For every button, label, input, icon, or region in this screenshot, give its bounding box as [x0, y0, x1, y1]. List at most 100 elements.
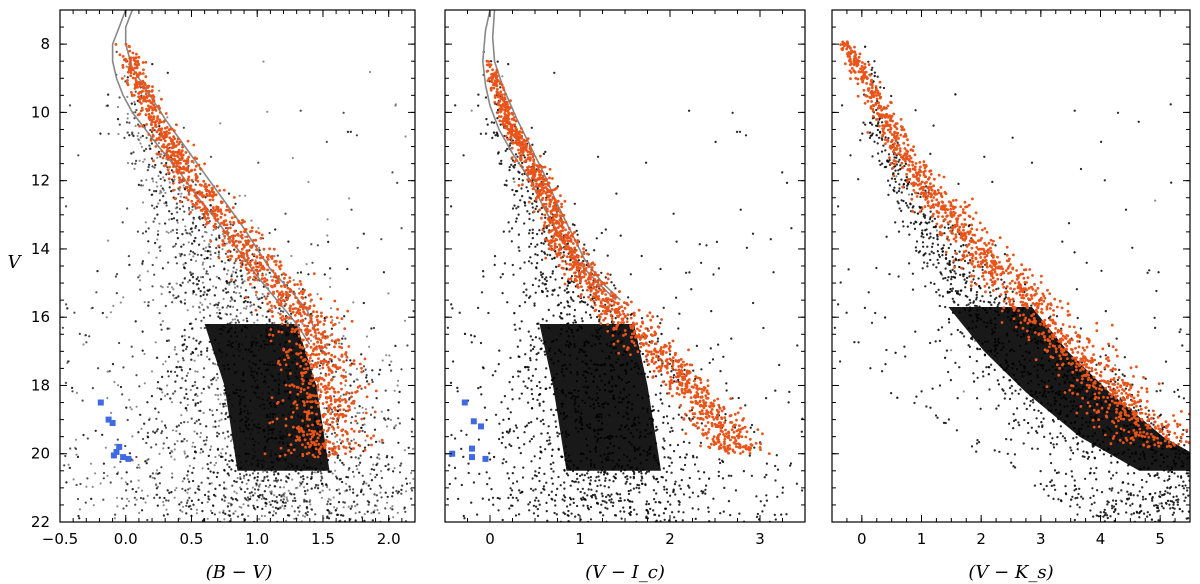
field-star — [157, 202, 160, 205]
field-dense-core — [204, 324, 330, 471]
field-star — [268, 320, 271, 323]
field-star — [147, 436, 150, 439]
field-star — [391, 508, 394, 511]
field-star — [228, 329, 231, 333]
field-star — [314, 423, 317, 426]
field-star — [239, 286, 243, 289]
field-star — [200, 254, 203, 257]
field-star — [239, 410, 243, 414]
field-star — [290, 254, 293, 258]
field-star — [235, 335, 239, 338]
field-star — [303, 499, 306, 503]
field-star — [192, 479, 195, 483]
field-star — [283, 495, 286, 498]
field-star — [296, 377, 299, 380]
field-star — [267, 392, 270, 395]
field-star — [289, 368, 292, 371]
field-star — [254, 259, 257, 262]
field-star — [180, 421, 183, 425]
field-star — [210, 233, 213, 237]
field-star — [221, 364, 224, 367]
field-star — [254, 363, 257, 366]
field-star — [201, 510, 204, 513]
field-star — [242, 380, 245, 383]
field-star — [195, 347, 198, 350]
field-star — [256, 319, 259, 322]
field-star — [376, 456, 379, 459]
field-star — [356, 422, 359, 425]
field-star — [183, 477, 186, 480]
field-star — [356, 503, 359, 506]
field-star — [183, 254, 186, 257]
field-star — [202, 293, 205, 296]
field-star — [330, 360, 333, 363]
field-star — [288, 413, 291, 416]
field-star — [201, 217, 204, 220]
field-star — [232, 383, 235, 386]
field-star — [293, 371, 296, 375]
field-star — [207, 495, 210, 498]
field-star — [211, 348, 214, 351]
field-star — [203, 257, 206, 260]
field-star — [158, 482, 161, 485]
field-star — [202, 411, 205, 414]
field-star — [236, 348, 240, 351]
field-star — [211, 378, 215, 381]
field-star — [237, 454, 240, 457]
field-star — [265, 315, 268, 319]
field-star — [216, 435, 219, 438]
field-star — [216, 363, 219, 366]
field-star — [186, 421, 189, 424]
field-star — [266, 331, 269, 334]
field-star — [175, 231, 178, 235]
field-star — [185, 501, 189, 504]
field-star — [370, 327, 373, 330]
field-star — [263, 497, 266, 500]
field-star — [379, 491, 382, 494]
field-star — [246, 487, 249, 490]
field-star — [198, 306, 201, 309]
field-star — [125, 504, 128, 507]
field-star — [209, 302, 212, 305]
field-star — [257, 305, 260, 308]
field-star — [199, 451, 202, 454]
field-star — [225, 411, 228, 414]
field-star — [88, 335, 91, 338]
field-star — [319, 479, 323, 482]
field-star — [155, 484, 158, 487]
field-star — [272, 437, 275, 440]
field-star — [164, 426, 167, 429]
field-star — [268, 511, 271, 514]
field-star — [194, 370, 197, 373]
field-star — [362, 493, 365, 496]
field-star — [192, 503, 195, 506]
field-star — [71, 390, 74, 393]
field-star — [72, 478, 75, 481]
field-star — [403, 319, 407, 322]
field-star — [179, 254, 182, 257]
field-star — [296, 271, 299, 274]
field-star — [396, 181, 399, 184]
field-star — [269, 503, 272, 506]
field-star — [228, 460, 231, 463]
field-star — [167, 375, 170, 378]
field-star — [346, 130, 349, 133]
field-star — [178, 252, 181, 255]
field-star — [157, 174, 160, 178]
field-star — [84, 334, 87, 337]
field-star — [384, 491, 387, 494]
field-star — [342, 514, 345, 517]
field-star — [267, 368, 270, 371]
field-star — [102, 477, 105, 480]
field-star — [391, 171, 394, 174]
field-star — [266, 343, 269, 347]
field-star — [263, 435, 266, 438]
field-star — [135, 490, 138, 493]
field-star — [197, 498, 200, 501]
field-star — [396, 511, 399, 514]
field-star — [181, 510, 184, 513]
field-star — [222, 431, 225, 434]
field-star — [275, 437, 278, 440]
field-star — [294, 499, 297, 502]
field-star — [299, 469, 302, 472]
